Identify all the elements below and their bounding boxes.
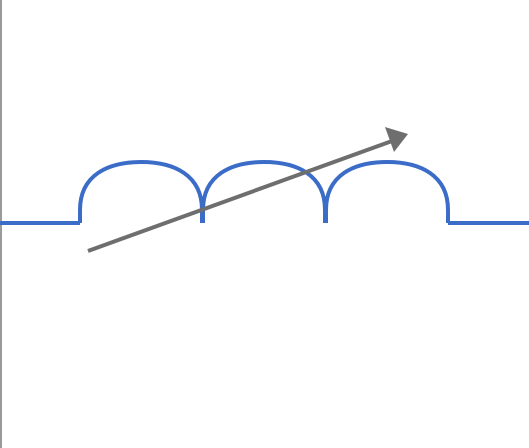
arrow-head-icon <box>385 127 408 152</box>
variable-arrow <box>87 127 408 253</box>
coil-turn-3 <box>324 159 450 223</box>
coil-turn-1 <box>78 159 204 223</box>
coil-turn-2 <box>201 159 327 223</box>
inductor-coil <box>0 159 529 225</box>
arrow-shaft <box>87 139 393 253</box>
